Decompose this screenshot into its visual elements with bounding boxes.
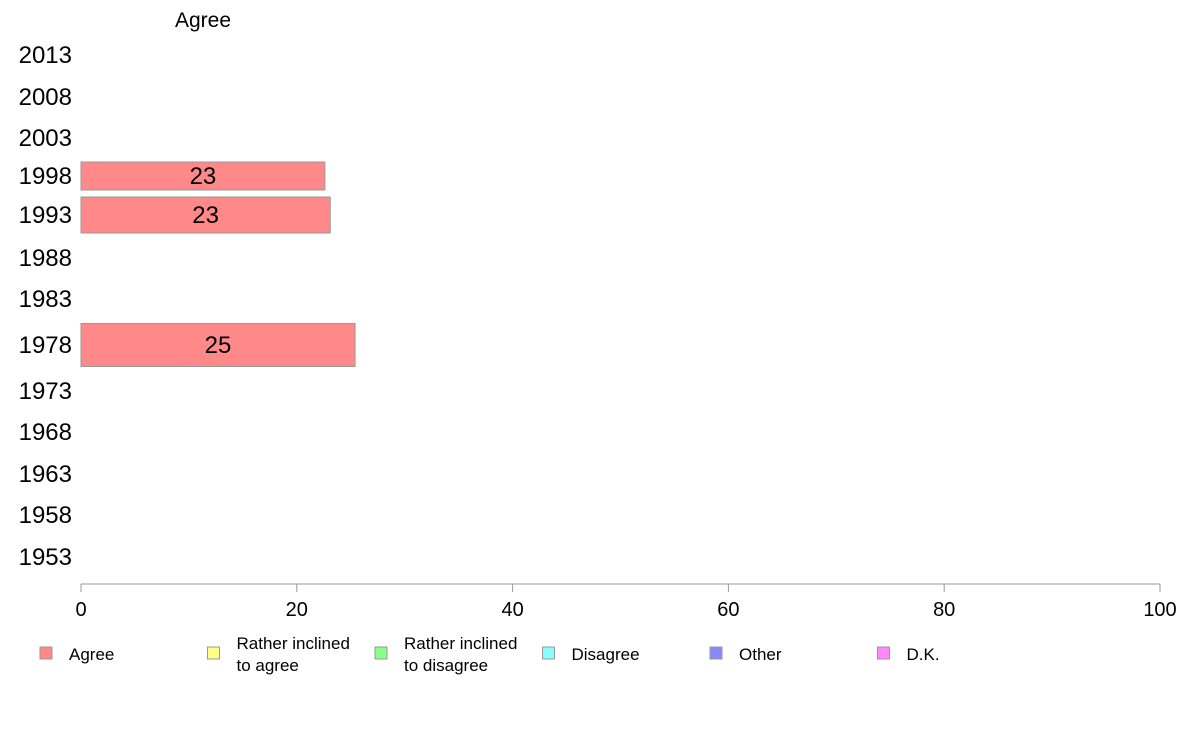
category-label: 1988 (19, 245, 72, 272)
legend-label: D.K. (907, 645, 940, 664)
category-label: 1953 (19, 544, 72, 571)
bars: 23 23 25 (80, 161, 356, 367)
category-label: 1968 (19, 419, 72, 446)
column-title: Agree (175, 9, 231, 32)
category-label: 1998 (19, 163, 72, 190)
category-label: 2008 (19, 84, 72, 111)
legend-swatch (542, 646, 555, 660)
x-axis: 0 20 40 60 80 100 (75, 583, 1177, 621)
x-tick-label: 40 (501, 599, 523, 621)
category-label: 1958 (19, 502, 72, 529)
bar-data-label: 23 (190, 163, 217, 190)
x-tick-label: 0 (75, 599, 86, 621)
legend-label: Disagree (572, 645, 640, 664)
category-label: 1973 (19, 378, 72, 405)
bar (80, 161, 326, 191)
legend-label: Other (739, 645, 782, 664)
category-label: 2003 (19, 125, 72, 152)
legend-swatch (207, 646, 220, 660)
category-label: 1963 (19, 461, 72, 488)
legend-label: Rather inclined to agree (237, 634, 350, 675)
x-tick-label: 20 (286, 599, 308, 621)
category-labels: 2013 2008 2003 1998 1993 1988 1983 1978 1973 1968… (19, 42, 72, 571)
x-tick-label: 100 (1143, 599, 1176, 621)
legend-swatch (39, 646, 53, 660)
x-tick-label: 80 (933, 599, 955, 621)
bar (80, 196, 331, 234)
bar-data-label: 25 (205, 332, 232, 359)
category-label: 2013 (19, 42, 72, 69)
legend-label: Rather inclined to disagree (404, 634, 517, 675)
bar (80, 323, 356, 367)
legend-swatch (709, 646, 723, 660)
legend-swatch (877, 646, 890, 660)
category-label: 1983 (19, 286, 72, 313)
legend-swatch (374, 646, 388, 660)
category-label: 1978 (19, 332, 72, 359)
bar-data-label: 23 (192, 202, 219, 229)
legend-label: Agree (69, 645, 114, 664)
legend: Agree Rather inclined to agree Rather incli… (39, 634, 940, 675)
x-tick-label: 60 (717, 599, 739, 621)
category-label: 1993 (19, 202, 72, 229)
